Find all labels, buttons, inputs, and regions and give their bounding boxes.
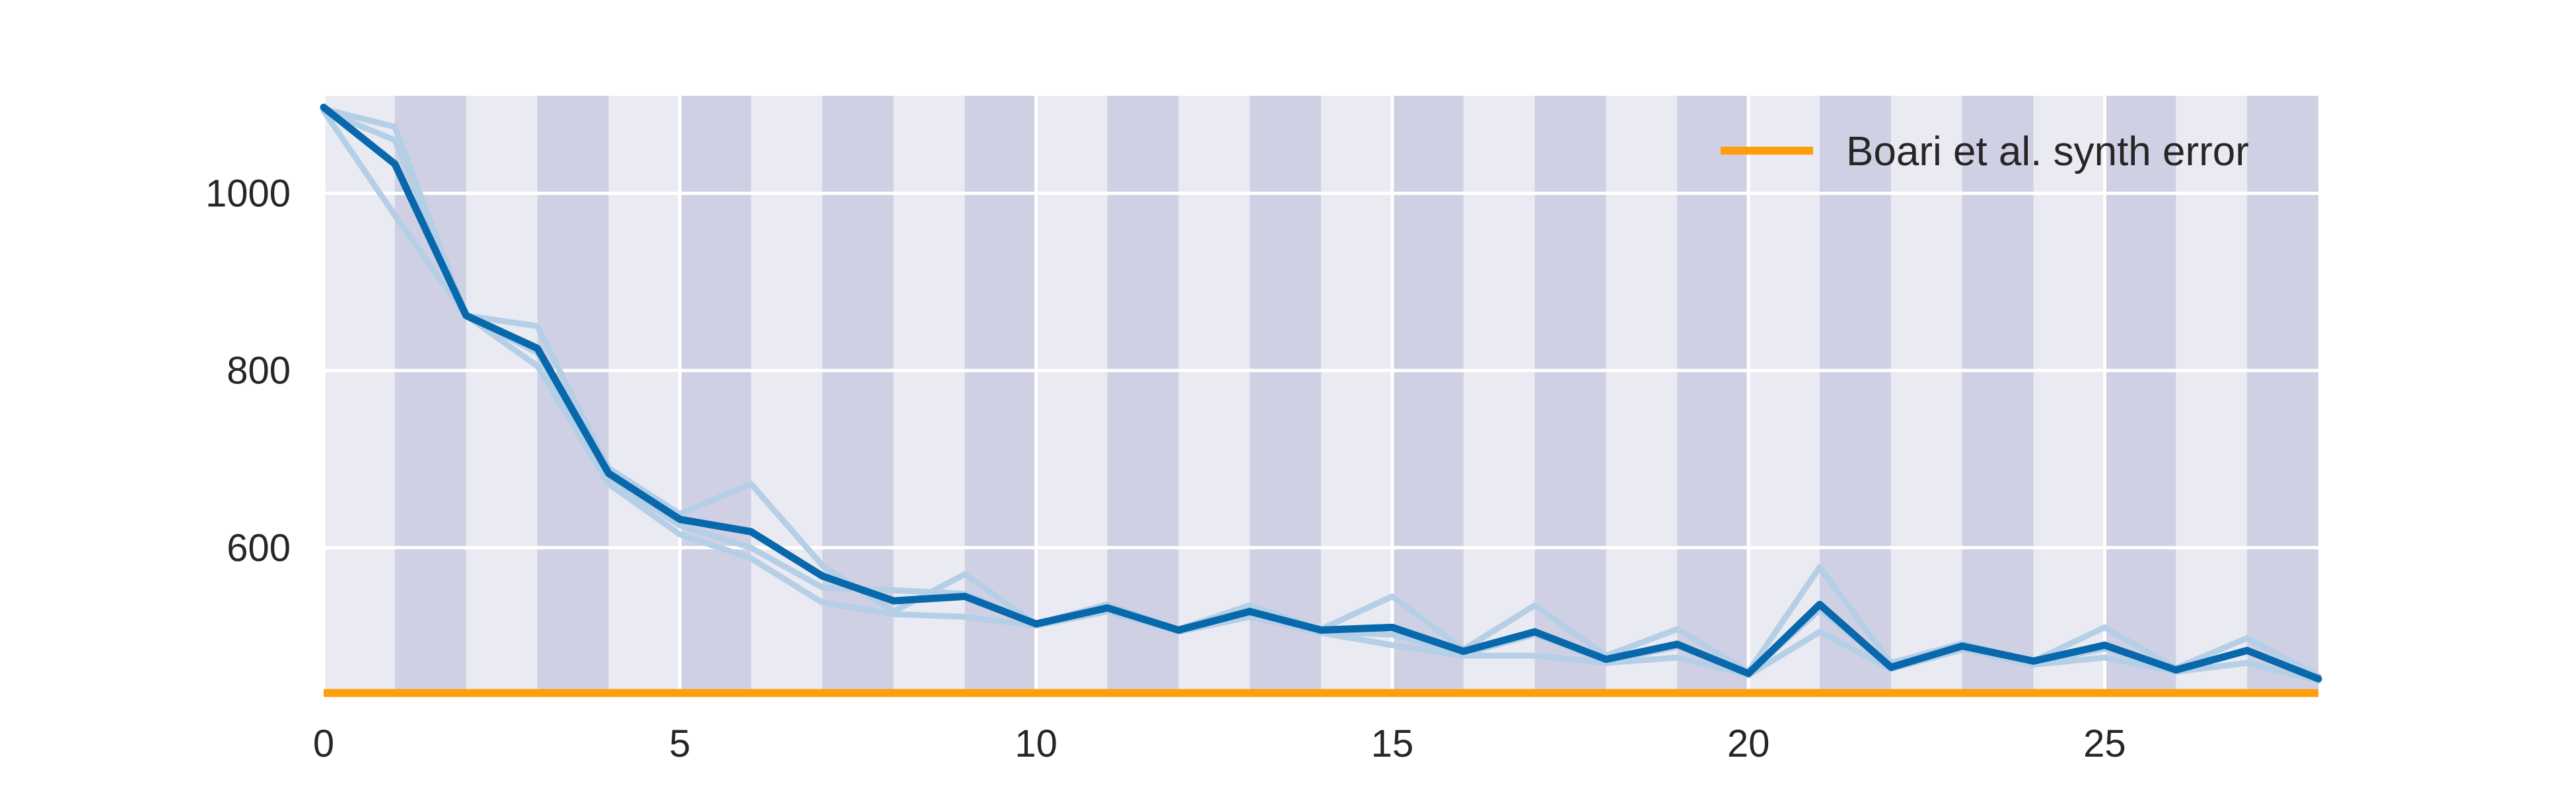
x-tick-label: 0 [313, 722, 334, 765]
shaded-band-7 [1392, 96, 1464, 694]
gridlines [322, 96, 2318, 694]
mean-series-line [320, 103, 2322, 683]
legend: Boari et al. synth error [1721, 129, 2249, 174]
y-tick-label: 600 [227, 527, 291, 570]
shaded-band-10 [1820, 96, 1891, 694]
y-axis-ticks: 600 800 1000 [205, 172, 291, 569]
x-tick-label: 20 [1727, 722, 1770, 765]
x-tick-label: 15 [1371, 722, 1414, 765]
shaded-band-8 [1534, 96, 1606, 694]
shaded-band-12 [2104, 96, 2176, 694]
shaded-band-11 [1962, 96, 2034, 694]
legend-label-baseline: Boari et al. synth error [1846, 129, 2249, 174]
x-axis-ticks: 0 5 10 15 20 25 [313, 722, 2126, 765]
shaded-band-9 [1677, 96, 1749, 694]
series-lines [320, 103, 2322, 697]
shaded-bands [394, 96, 2318, 694]
shaded-band-6 [1250, 96, 1321, 694]
shaded-band-2 [680, 96, 752, 694]
plot-area [320, 96, 2322, 697]
shaded-band-13 [2247, 96, 2318, 694]
x-tick-label: 10 [1015, 722, 1057, 765]
x-tick-label: 5 [669, 722, 690, 765]
shaded-band-4 [964, 96, 1036, 694]
shaded-band-5 [1107, 96, 1179, 694]
y-tick-label: 800 [227, 350, 291, 393]
y-tick-label: 1000 [205, 172, 291, 215]
x-tick-label: 25 [2083, 722, 2126, 765]
